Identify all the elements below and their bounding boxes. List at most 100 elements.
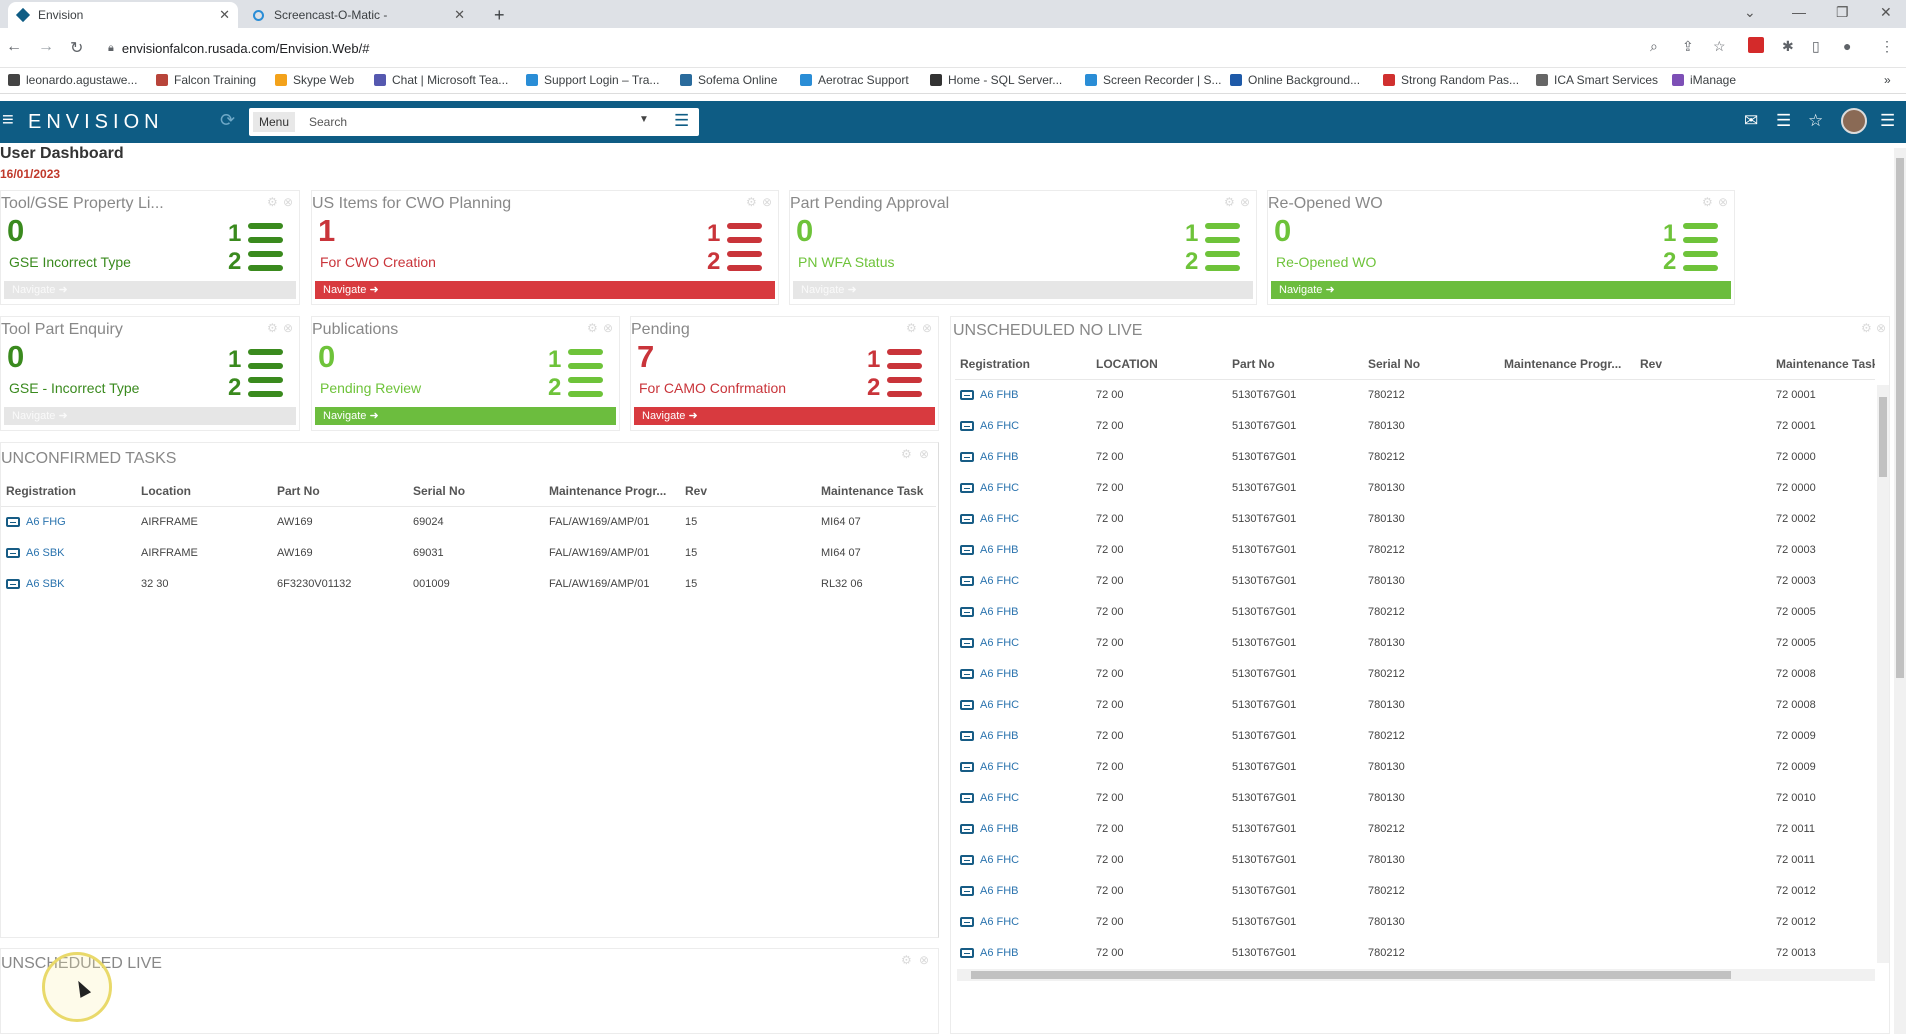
menu-button[interactable]: Menu [253, 112, 296, 132]
column-header[interactable]: Part No [272, 476, 408, 507]
bookmark-item[interactable]: leonardo.agustawe... [8, 73, 137, 87]
table-row[interactable]: A6 SBK AIRFRAME AW169 69031 FAL/AW169/AMP/01… [1, 537, 936, 568]
avatar[interactable] [1841, 108, 1867, 134]
table-row[interactable]: A6 FHB 72 00 5130T67G01 780212 72 0000 [955, 441, 1875, 472]
table-row[interactable]: A6 FHB 72 00 5130T67G01 780212 72 0011 [955, 813, 1875, 844]
chevron-down-icon[interactable]: ▼ [639, 114, 649, 125]
back-icon[interactable]: ← [6, 38, 22, 55]
table-row[interactable]: A6 SBK 32 30 6F3230V01132 001009 FAL/AW169/A… [1, 568, 936, 599]
navigate-button[interactable]: Navigate ➜ [793, 281, 1253, 299]
close-icon[interactable]: ⊗ [283, 321, 294, 335]
registration-cell[interactable]: A6 FHB [955, 441, 1091, 472]
registration-link[interactable]: A6 FHC [980, 853, 1020, 866]
share-icon[interactable]: ⇪ [1682, 38, 1694, 54]
browser-tab-screencast[interactable]: Screencast-O-Matic - ✕ [243, 2, 473, 28]
bookmark-item[interactable]: Skype Web [275, 73, 354, 87]
column-header[interactable]: Maintenance Progr... [544, 476, 680, 507]
registration-cell[interactable]: A6 FHB [955, 937, 1091, 968]
table-row[interactable]: A6 FHC 72 00 5130T67G01 780130 72 0001 [955, 410, 1875, 441]
column-header[interactable]: Maintenance Task [1771, 349, 1875, 380]
horizontal-scrollbar[interactable] [957, 969, 1875, 981]
close-tab-icon[interactable]: ✕ [219, 7, 230, 22]
navigate-button[interactable]: Navigate ➜ [1271, 281, 1731, 299]
column-header[interactable]: Location [136, 476, 272, 507]
registration-cell[interactable]: A6 FHC [955, 689, 1091, 720]
registration-cell[interactable]: A6 FHC [955, 472, 1091, 503]
table-row[interactable]: A6 FHC 72 00 5130T67G01 780130 72 0012 [955, 906, 1875, 937]
column-header[interactable]: Serial No [1363, 349, 1499, 380]
database-icon[interactable]: ☰ [674, 111, 690, 130]
registration-cell[interactable]: A6 FHB [955, 596, 1091, 627]
url-field[interactable]: 🔒︎ envisionfalcon.rusada.com/Envision.We… [108, 36, 1788, 60]
column-header[interactable]: Registration [955, 349, 1091, 380]
table-row[interactable]: A6 FHC 72 00 5130T67G01 780130 72 0000 [955, 472, 1875, 503]
registration-link[interactable]: A6 FHB [980, 450, 1019, 463]
bookmark-star-icon[interactable]: ☆ [1713, 38, 1726, 54]
gear-icon[interactable]: ⚙ [906, 321, 917, 335]
registration-link[interactable]: A6 FHC [980, 574, 1020, 587]
column-header[interactable]: LOCATION [1091, 349, 1227, 380]
forward-icon[interactable]: → [38, 38, 54, 55]
new-tab-button[interactable]: + [494, 4, 505, 25]
pdf-extension-icon[interactable] [1748, 37, 1764, 53]
registration-link[interactable]: A6 FHC [980, 915, 1020, 928]
registration-cell[interactable]: A6 FHG [1, 506, 136, 537]
table-row[interactable]: A6 FHC 72 00 5130T67G01 780130 72 0009 [955, 751, 1875, 782]
registration-link[interactable]: A6 FHC [980, 481, 1020, 494]
scrollbar-thumb[interactable] [1879, 397, 1887, 477]
column-header[interactable]: Maintenance Progr... [1499, 349, 1635, 380]
registration-link[interactable]: A6 FHC [980, 419, 1020, 432]
column-header[interactable]: Rev [1635, 349, 1771, 380]
gear-icon[interactable]: ⚙ [901, 447, 912, 461]
registration-cell[interactable]: A6 FHC [955, 565, 1091, 596]
column-header[interactable]: Registration [1, 476, 136, 507]
scrollbar-thumb[interactable] [1896, 158, 1904, 678]
table-row[interactable]: A6 FHB 72 00 5130T67G01 780212 72 0013 [955, 937, 1875, 968]
gear-icon[interactable]: ⚙ [267, 321, 278, 335]
registration-cell[interactable]: A6 FHB [955, 813, 1091, 844]
bookmark-item[interactable]: Online Background... [1230, 73, 1360, 87]
registration-link[interactable]: A6 FHB [980, 884, 1019, 897]
vertical-scrollbar[interactable] [1877, 385, 1889, 963]
close-icon[interactable]: ⊗ [1718, 195, 1729, 209]
table-row[interactable]: A6 FHC 72 00 5130T67G01 780130 72 0002 [955, 503, 1875, 534]
registration-cell[interactable]: A6 FHC [955, 782, 1091, 813]
gear-icon[interactable]: ⚙ [746, 195, 757, 209]
more-bookmarks-icon[interactable]: » [1884, 73, 1891, 87]
column-header[interactable]: Serial No [408, 476, 544, 507]
browser-tab-envision[interactable]: Envision ✕ [8, 2, 238, 28]
registration-cell[interactable]: A6 SBK [1, 568, 136, 599]
table-row[interactable]: A6 FHB 72 00 5130T67G01 780212 72 0003 [955, 534, 1875, 565]
registration-link[interactable]: A6 FHB [980, 729, 1019, 742]
column-header[interactable]: Rev [680, 476, 816, 507]
table-row[interactable]: A6 FHB 72 00 5130T67G01 780212 72 0005 [955, 596, 1875, 627]
registration-cell[interactable]: A6 FHC [955, 751, 1091, 782]
gear-icon[interactable]: ⚙ [587, 321, 598, 335]
registration-link[interactable]: A6 FHC [980, 512, 1020, 525]
gear-icon[interactable]: ⚙ [901, 953, 912, 967]
app-menu-icon[interactable]: ☰ [1880, 111, 1896, 130]
close-window-icon[interactable]: ✕ [1880, 4, 1892, 20]
registration-cell[interactable]: A6 FHB [955, 534, 1091, 565]
table-row[interactable]: A6 FHC 72 00 5130T67G01 780130 72 0011 [955, 844, 1875, 875]
table-row[interactable]: A6 FHC 72 00 5130T67G01 780130 72 0005 [955, 627, 1875, 658]
registration-cell[interactable]: A6 FHC [955, 503, 1091, 534]
mail-icon[interactable]: ✉ [1744, 111, 1759, 130]
reload-icon[interactable]: ↻ [70, 40, 84, 57]
bookmark-item[interactable]: Falcon Training [156, 73, 256, 87]
registration-link[interactable]: A6 FHC [980, 791, 1020, 804]
gear-icon[interactable]: ⚙ [1861, 321, 1872, 335]
table-row[interactable]: A6 FHC 72 00 5130T67G01 780130 72 0010 [955, 782, 1875, 813]
scrollbar-thumb[interactable] [971, 971, 1731, 979]
gear-icon[interactable]: ⚙ [1702, 195, 1713, 209]
table-row[interactable]: A6 FHB 72 00 5130T67G01 780212 72 0012 [955, 875, 1875, 906]
registration-link[interactable]: A6 FHG [26, 515, 66, 528]
close-icon[interactable]: ⊗ [1240, 195, 1251, 209]
table-row[interactable]: A6 FHB 72 00 5130T67G01 780212 72 0009 [955, 720, 1875, 751]
navigate-button[interactable]: Navigate ➜ [315, 407, 616, 425]
close-icon[interactable]: ⊗ [919, 447, 930, 461]
registration-cell[interactable]: A6 FHC [955, 627, 1091, 658]
close-tab-icon[interactable]: ✕ [454, 7, 465, 22]
registration-cell[interactable]: A6 FHB [955, 720, 1091, 751]
registration-link[interactable]: A6 FHB [980, 605, 1019, 618]
